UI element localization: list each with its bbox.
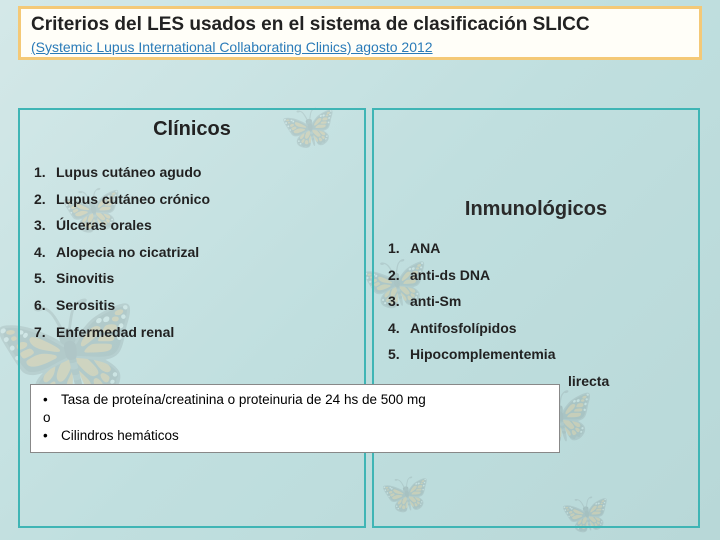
clin-item-1: 1.Lupus cutáneo agudo [34, 159, 350, 186]
heading-inmunologicos: Inmunológicos [374, 190, 698, 221]
inmunologicos-list: 1.ANA 2.anti-ds DNA 3.anti-Sm 4.Antifosf… [374, 221, 698, 395]
header-subtitle: (Systemic Lupus International Collaborat… [31, 39, 689, 55]
imm-item-2: 2.anti-ds DNA [388, 262, 684, 289]
overlay-line-2: • Cilindros hemáticos [43, 427, 549, 445]
clin-item-4: 4.Alopecia no cicatrizal [34, 239, 350, 266]
clin-item-3: 3.Úlceras orales [34, 212, 350, 239]
header-title: Criterios del LES usados en el sistema d… [31, 13, 689, 37]
clin-item-2: 2.Lupus cutáneo crónico [34, 186, 350, 213]
clin-item-5: 5.Sinovitis [34, 265, 350, 292]
imm-item-3: 3.anti-Sm [388, 288, 684, 315]
overlay-line-1: • Tasa de proteína/creatinina o proteinu… [43, 391, 549, 409]
clin-item-6: 6.Serositis [34, 292, 350, 319]
imm-item-1: 1.ANA [388, 235, 684, 262]
header-box: Criterios del LES usados en el sistema d… [18, 6, 702, 60]
imm-item-5: 5.Hipocomplementemia [388, 341, 684, 368]
clin-item-7: 7.Enfermedad renal [34, 319, 350, 346]
heading-clinicos: Clínicos [20, 110, 364, 141]
overlay-detail-box: • Tasa de proteína/creatinina o proteinu… [30, 384, 560, 453]
imm-item-4: 4.Antifosfolípidos [388, 315, 684, 342]
panel-clinicos: Clínicos 1.Lupus cutáneo agudo 2.Lupus c… [18, 108, 366, 528]
overlay-or: o [43, 409, 549, 427]
panel-inmunologicos: Inmunológicos 1.ANA 2.anti-ds DNA 3.anti… [372, 108, 700, 528]
